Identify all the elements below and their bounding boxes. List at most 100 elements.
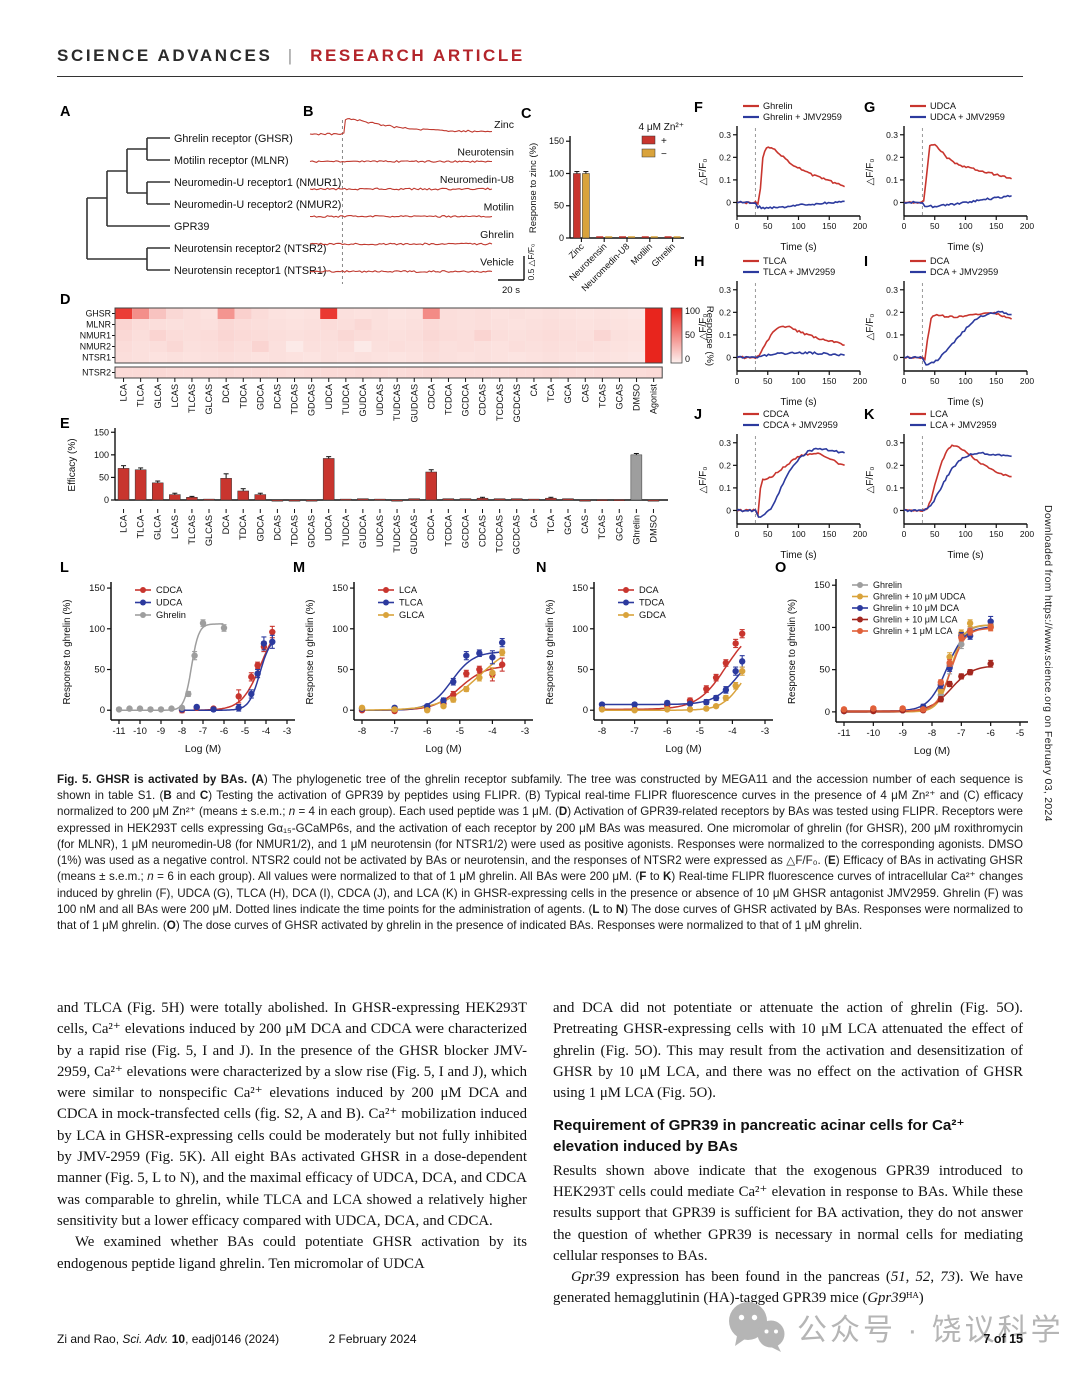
svg-text:Ghrelin + 10 μM LCA: Ghrelin + 10 μM LCA: [873, 615, 957, 625]
svg-text:GDCA: GDCA: [255, 514, 265, 541]
svg-text:DCA: DCA: [221, 514, 231, 534]
body-column-left: and TLCA (Fig. 5H) were totally abolishe…: [57, 998, 527, 1275]
efficacy-bar-chart: 0 50 100 150 LCA TLCA GLCA LCAS TLCAS GLCAS DCA TDC…: [55, 420, 755, 570]
panel-c-label: C: [521, 106, 532, 122]
svg-text:Efficacy (%): Efficacy (%): [67, 438, 78, 491]
svg-text:-7: -7: [957, 728, 965, 739]
svg-text:Neuromedin-U receptor2 (NMUR2): Neuromedin-U receptor2 (NMUR2): [174, 199, 341, 211]
panel-o-label: O: [775, 560, 787, 576]
svg-text:-3: -3: [283, 726, 291, 737]
svg-text:DMSO: DMSO: [632, 384, 642, 411]
svg-text:150: 150: [822, 221, 836, 231]
dose-curve-chart-m: 0 50 100 150 -8 -7 -6 -5 -4 -3 LCA TLCA GLCA Log (M) R…: [300, 568, 545, 768]
svg-text:150: 150: [989, 529, 1003, 539]
svg-text:-8: -8: [178, 726, 186, 737]
panel-d-label: D: [60, 292, 71, 308]
paragraph: and TLCA (Fig. 5H) were totally abolishe…: [57, 1000, 527, 1229]
svg-text:0.2: 0.2: [719, 460, 731, 470]
svg-text:TCAS: TCAS: [597, 515, 607, 540]
svg-text:GUDCAS: GUDCAS: [409, 515, 419, 554]
svg-text:Response to zinc (%): Response to zinc (%): [528, 143, 539, 233]
svg-text:Neuromedin-U8: Neuromedin-U8: [440, 174, 514, 186]
svg-text:0: 0: [104, 495, 109, 505]
panel-j-label: J: [694, 407, 703, 423]
journal-name: SCIENCE ADVANCES: [57, 46, 273, 65]
svg-text:-11: -11: [837, 728, 850, 739]
panel-n-label: N: [536, 560, 547, 576]
paragraph: and DCA did not potentiate or attenuate …: [553, 1000, 1023, 1102]
svg-text:0.1: 0.1: [719, 175, 731, 185]
svg-text:Time (s): Time (s): [947, 550, 983, 561]
svg-text:50: 50: [763, 529, 773, 539]
svg-text:200: 200: [853, 221, 867, 231]
svg-text:DCA + JMV2959: DCA + JMV2959: [930, 267, 998, 277]
footer-date: 2 February 2024: [328, 1332, 417, 1346]
svg-text:0.3: 0.3: [719, 130, 731, 140]
svg-text:GCAS: GCAS: [614, 384, 624, 410]
svg-text:100: 100: [791, 221, 805, 231]
svg-text:GPR39: GPR39: [174, 221, 209, 233]
svg-text:△F/F₀: △F/F₀: [865, 467, 876, 494]
section-heading: Requirement of GPR39 in pancreatic acina…: [553, 1117, 965, 1155]
svg-text:Time (s): Time (s): [947, 397, 983, 408]
svg-text:0.1: 0.1: [886, 330, 898, 340]
svg-text:DCAS: DCAS: [272, 384, 282, 409]
svg-text:TUDCAS: TUDCAS: [392, 515, 402, 553]
svg-text:GLCAS: GLCAS: [204, 384, 214, 415]
udca-line-chart: UDCA UDCA + JMV2959 0 0.1 0.2 0.3 0 50 100 150 200…: [862, 98, 1034, 256]
svg-text:100: 100: [814, 622, 830, 633]
panel-b-label: B: [303, 104, 314, 120]
svg-text:0: 0: [583, 705, 588, 716]
svg-text:UDCA: UDCA: [930, 101, 957, 111]
svg-text:150: 150: [89, 583, 105, 594]
svg-text:50: 50: [930, 529, 940, 539]
svg-text:TCAS: TCAS: [597, 384, 607, 408]
svg-text:△F/F₀: △F/F₀: [698, 467, 709, 494]
svg-text:0: 0: [893, 505, 898, 515]
svg-text:CDCAS: CDCAS: [478, 515, 488, 547]
svg-text:LCA: LCA: [119, 384, 129, 402]
svg-text:-8: -8: [358, 726, 366, 737]
svg-text:△F/F₀: △F/F₀: [865, 159, 876, 186]
svg-text:GHSR: GHSR: [86, 309, 111, 319]
paragraph: We examined whether BAs could potentiate…: [57, 1234, 527, 1272]
svg-text:0: 0: [735, 376, 740, 386]
svg-text:Ghrelin: Ghrelin: [156, 610, 186, 620]
svg-text:50: 50: [930, 221, 940, 231]
svg-text:GLCAS: GLCAS: [204, 515, 214, 546]
svg-text:TLCA: TLCA: [136, 514, 146, 538]
svg-text:GCDCA: GCDCA: [460, 514, 470, 548]
svg-text:-5: -5: [696, 726, 704, 737]
svg-text:0.3: 0.3: [886, 285, 898, 295]
svg-text:0: 0: [893, 352, 898, 362]
panel-a-label: A: [60, 104, 71, 120]
svg-text:TCA: TCA: [546, 514, 556, 533]
svg-text:100: 100: [332, 624, 348, 635]
svg-text:TCDCA: TCDCA: [443, 514, 453, 547]
svg-text:-4: -4: [262, 726, 270, 737]
svg-text:50: 50: [685, 330, 695, 340]
svg-text:100: 100: [791, 376, 805, 386]
svg-text:TUDCAS: TUDCAS: [392, 384, 402, 421]
svg-text:0.3: 0.3: [719, 285, 731, 295]
svg-text:-4: -4: [488, 726, 496, 737]
watermark: 公众号 · 饶议科学: [725, 1300, 1064, 1354]
phylogenetic-tree: Ghrelin receptor (GHSR) Motilin receptor …: [62, 120, 341, 295]
body-column-right: and DCA did not potentiate or attenuate …: [553, 998, 1023, 1310]
svg-text:0: 0: [825, 707, 830, 718]
svg-text:200: 200: [1020, 529, 1034, 539]
svg-text:Ghrelin + JMV2959: Ghrelin + JMV2959: [763, 112, 842, 122]
svg-text:Time (s): Time (s): [947, 242, 983, 253]
svg-text:△F/F₀: △F/F₀: [698, 314, 709, 341]
svg-text:GCDCA: GCDCA: [461, 384, 471, 417]
paragraph: Results shown above indicate that the ex…: [553, 1162, 1023, 1264]
svg-text:0.2: 0.2: [719, 307, 731, 317]
svg-text:Motilin receptor (MLNR): Motilin receptor (MLNR): [174, 155, 289, 167]
svg-text:100: 100: [572, 624, 588, 635]
svg-text:GDCAS: GDCAS: [307, 384, 317, 416]
svg-text:100: 100: [549, 168, 564, 178]
svg-text:CDCAS: CDCAS: [478, 384, 488, 416]
svg-text:0: 0: [343, 705, 348, 716]
svg-text:Response to ghrelin (%): Response to ghrelin (%): [305, 599, 316, 704]
